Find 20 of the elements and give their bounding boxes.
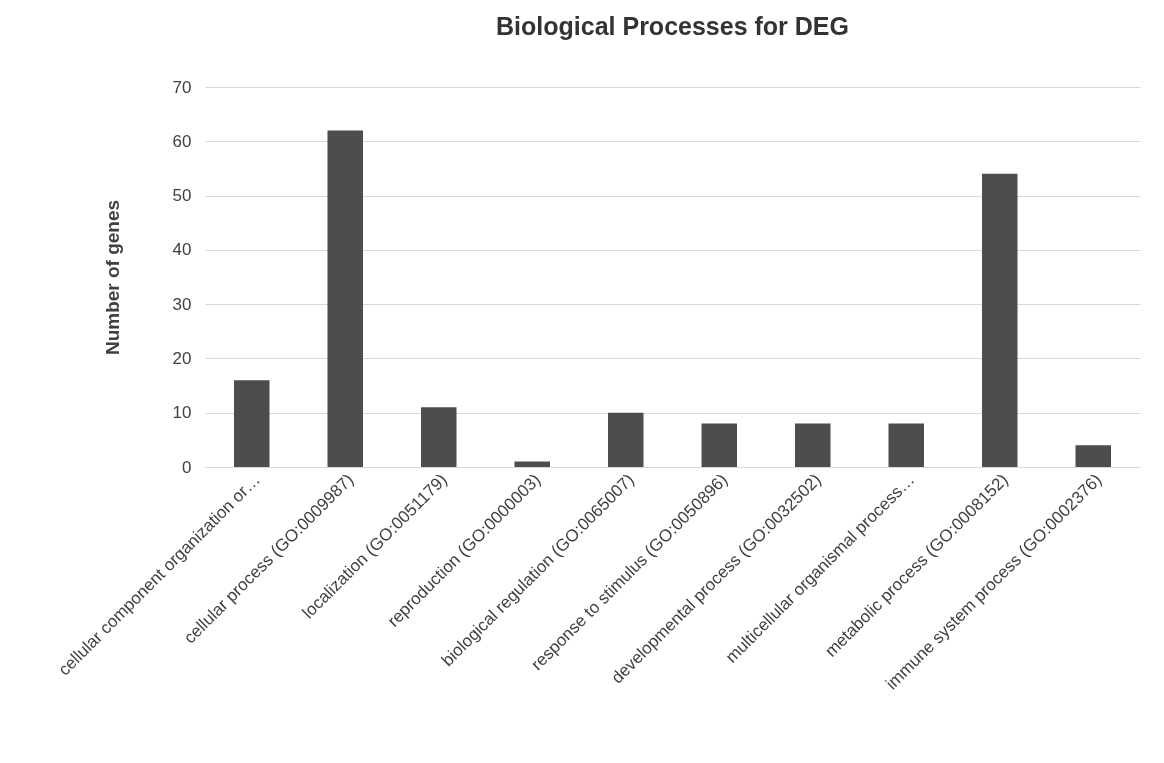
y-axis-title: Number of genes: [101, 199, 123, 356]
bar: [233, 380, 270, 467]
bar: [701, 423, 738, 467]
bar: [888, 423, 925, 467]
bar: [794, 423, 831, 467]
y-tick-label: 30: [172, 294, 192, 314]
bar: [327, 130, 364, 467]
y-tick-label: 20: [172, 348, 192, 368]
y-tick-label: 70: [172, 77, 192, 97]
bar: [420, 407, 457, 467]
bar: [607, 412, 644, 467]
bar: [981, 173, 1018, 467]
chart-title: Biological Processes for DEG: [496, 12, 849, 40]
y-tick-label: 60: [172, 131, 192, 151]
bar: [1075, 445, 1112, 467]
y-tick-label: 0: [182, 457, 192, 477]
y-tick-label: 40: [172, 240, 192, 260]
y-tick-label: 10: [172, 403, 192, 423]
y-tick-label: 50: [172, 186, 192, 206]
bar: [514, 461, 551, 467]
